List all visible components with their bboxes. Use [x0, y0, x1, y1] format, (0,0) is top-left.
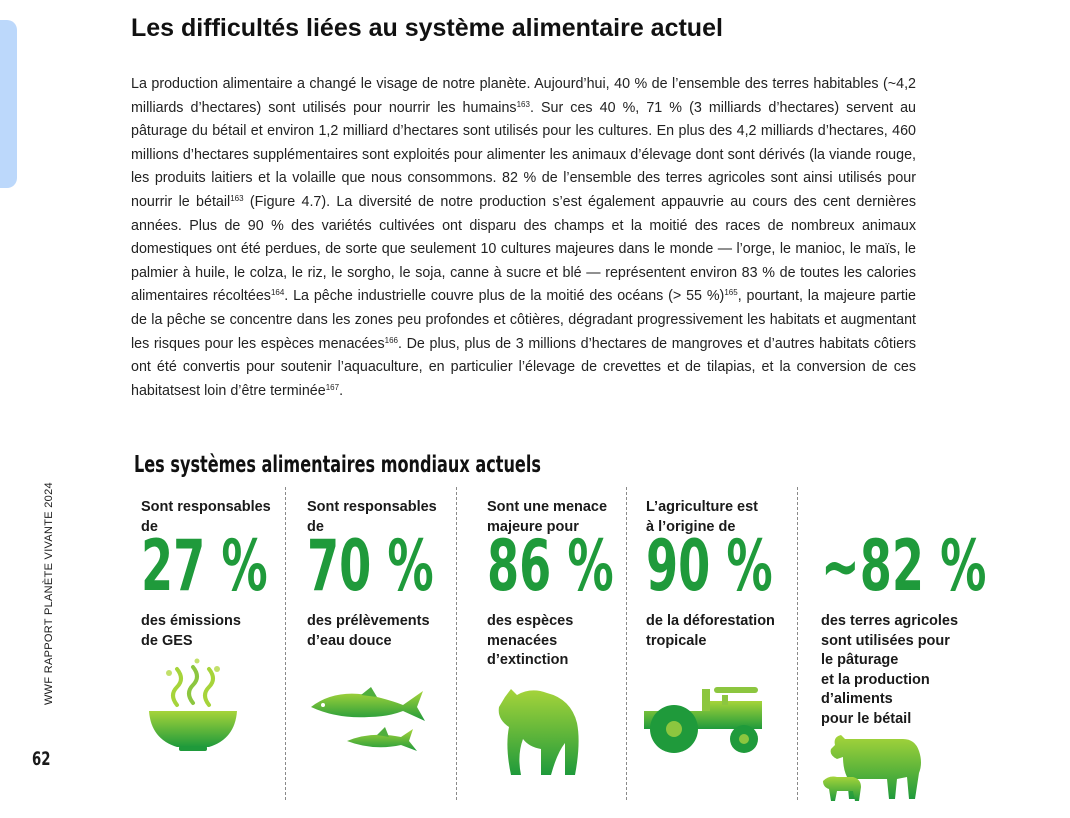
text-segment: . Sur ces 40 %, 71 % (3 milliards d’hect…	[131, 99, 917, 210]
stat-card-ghg: Sont responsables de 27 % des émissions …	[141, 487, 283, 799]
stat-intro: Sont responsables de	[307, 499, 437, 535]
footnote-ref[interactable]: 165	[724, 288, 738, 298]
stat-description: des terres agricoles sont utilisées pour…	[821, 613, 959, 727]
footnote-ref[interactable]: 163	[230, 193, 244, 203]
body-paragraph: La production alimentaire a changé le vi…	[131, 73, 916, 403]
fish-icon	[311, 687, 425, 751]
stat-description: des émissions de GES	[141, 613, 241, 649]
steaming-bowl-icon	[149, 658, 237, 751]
big-cat-icon	[498, 689, 579, 775]
stat-value: 86 %	[487, 525, 614, 607]
text-segment: . La pêche industrielle couvre plus de l…	[284, 288, 725, 305]
page-number: 62	[32, 748, 51, 770]
footnote-ref[interactable]: 166	[384, 335, 398, 345]
page-title: Les difficultés liées au système aliment…	[131, 14, 723, 42]
text-segment: , pourtant, la majeure partie de la pêch…	[131, 288, 916, 352]
stat-card-freshwater: Sont responsables de 70 % des prélèvemen…	[307, 487, 457, 799]
column-divider	[626, 487, 627, 800]
stat-value: 70 %	[307, 525, 434, 607]
stat-card-species: Sont une menace majeure pour 86 % des es…	[487, 487, 623, 799]
stat-card-livestock: ~82 % des terres agricoles sont utilisée…	[821, 487, 991, 801]
stat-card-deforestation: L’agriculture est à l’origine de 90 % de…	[644, 487, 796, 799]
column-divider	[285, 487, 286, 800]
tractor-icon	[644, 687, 762, 753]
stat-intro: L’agriculture est à l’origine de	[646, 499, 759, 535]
column-divider	[456, 487, 457, 800]
text-segment: La production alimentaire a changé le vi…	[131, 76, 916, 116]
text-segment: .	[339, 382, 344, 399]
stat-intro: Sont responsables de	[141, 499, 271, 535]
stat-value: 27 %	[141, 525, 268, 607]
footnote-ref[interactable]: 163	[516, 99, 530, 109]
side-tab	[0, 20, 17, 188]
stat-description: de la déforestation tropicale	[646, 613, 775, 649]
stat-value: 90 %	[646, 525, 773, 607]
footnote-ref[interactable]: 167	[325, 382, 340, 392]
text-segment: (Figure 4.7). La diversité de notre prod…	[131, 193, 916, 305]
footnote-ref[interactable]: 164	[270, 288, 285, 298]
stat-description: des prélèvements d’eau douce	[307, 613, 430, 649]
stat-description: des espèces menacées d’extinction	[487, 613, 574, 668]
infographic-heading: Les systèmes alimentaires mondiaux actue…	[134, 452, 541, 478]
column-divider	[797, 487, 798, 800]
stat-value: ~82 %	[821, 525, 987, 607]
cow-icon	[823, 735, 921, 801]
running-title: WWF RAPPORT PLANÈTE VIVANTE 2024	[43, 482, 55, 705]
text-segment: . De plus, plus de 3 millions d’hectares…	[131, 335, 916, 399]
stat-intro: Sont une menace majeure pour	[487, 499, 608, 535]
